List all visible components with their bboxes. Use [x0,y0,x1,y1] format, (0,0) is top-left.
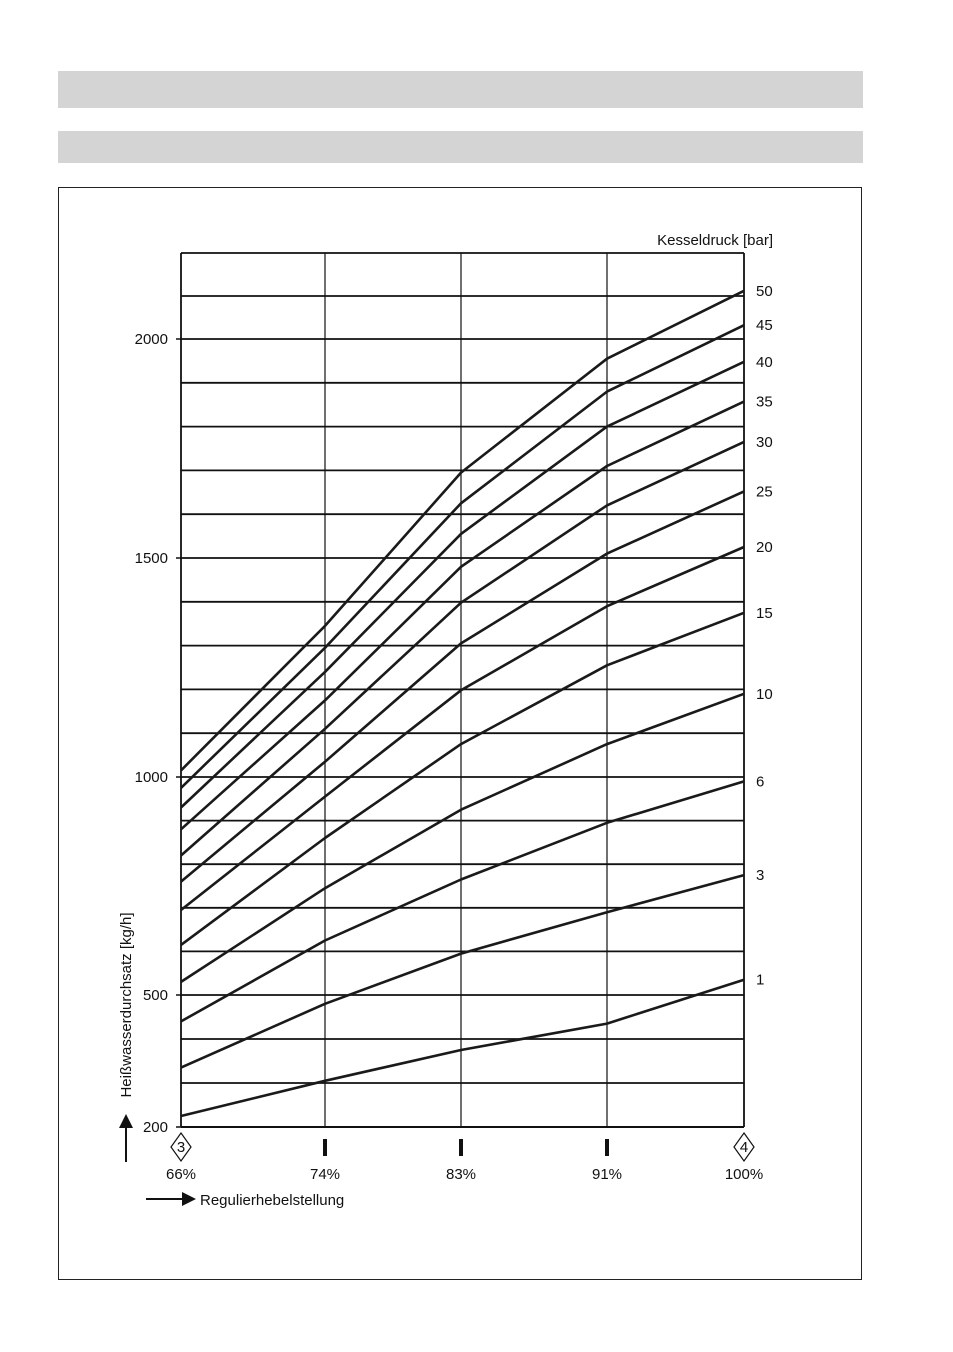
series-line-6 [180,780,745,1023]
position-number: 3 [177,1139,185,1156]
series-line-15 [180,611,745,946]
chart-frame [58,187,862,1280]
position-marker [733,1131,755,1163]
y-arrow-head [119,1114,133,1128]
position-number: 4 [740,1139,748,1156]
series-label-6: 6 [756,773,764,790]
series-line-35 [180,400,745,831]
x-axis-label: Regulierhebelstellung [200,1192,344,1209]
series-label-20: 20 [756,539,773,556]
header-bar [58,71,863,108]
y-tick-label: 2000 [135,331,168,348]
x-tick-label: 91% [592,1166,622,1183]
series-label-30: 30 [756,434,773,451]
series-label-3: 3 [756,867,764,884]
subheader-bar [58,131,863,163]
series-label-50: 50 [756,283,773,300]
series-line-10 [180,692,745,983]
series-line-25 [180,490,745,883]
series-label-1: 1 [756,972,764,989]
series-label-45: 45 [756,317,773,334]
axis-arrows [119,1114,196,1206]
y-axis-label: Heißwasserdurchsatz [kg/h] [118,912,135,1097]
y-tick-label: 1500 [135,550,168,567]
x-tick-label: 66% [166,1166,196,1183]
y-tick-label: 1000 [135,769,168,786]
legend-title: Kesseldruck [bar] [657,232,773,249]
x-arrow-head [182,1192,196,1206]
series-line-40 [180,360,745,809]
series-line-50 [180,289,745,772]
series-label-35: 35 [756,394,773,411]
y-tick-label: 500 [143,987,168,1004]
series-line-3 [180,873,745,1069]
x-tick-label: 74% [310,1166,340,1183]
series-lines [180,289,745,1118]
x-tick-label: 83% [446,1166,476,1183]
series-line-1 [180,978,745,1118]
y-tick-label: 200 [143,1119,168,1136]
series-label-40: 40 [756,354,773,371]
series-line-20 [180,545,745,912]
series-label-10: 10 [756,686,773,703]
chart-labels: Kesseldruck [bar] Regulierhebelstellung … [118,232,773,1209]
x-tick-label: 100% [725,1166,763,1183]
series-line-30 [180,440,745,857]
series-label-15: 15 [756,605,773,622]
series-line-45 [180,324,745,789]
series-label-25: 25 [756,483,773,500]
position-marker [170,1131,192,1163]
